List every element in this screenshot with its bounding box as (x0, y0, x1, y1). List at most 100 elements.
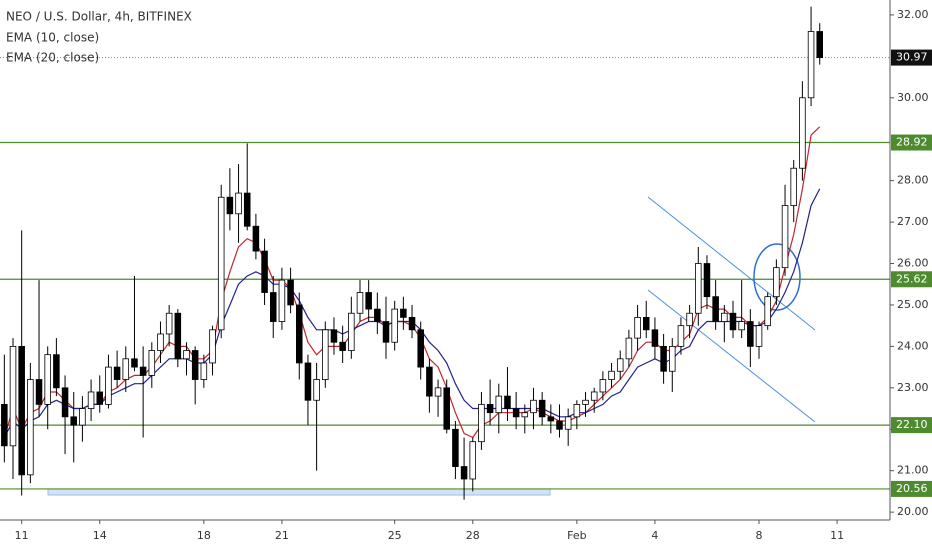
breakout-circle (753, 243, 801, 311)
candle-body (261, 250, 268, 293)
candle-body (686, 312, 693, 327)
candle-body (391, 308, 398, 343)
x-tick-label: 18 (197, 529, 211, 542)
candle-body (131, 358, 138, 368)
candle-body (677, 325, 685, 347)
candle-body (61, 387, 69, 418)
candle-body (764, 296, 771, 327)
y-tick-label: 25.00 (897, 298, 929, 311)
candle-body (564, 416, 572, 430)
candle-body (296, 304, 303, 364)
candle-body (209, 329, 216, 364)
candle-body (426, 366, 433, 397)
y-tick-label: 30.00 (897, 91, 929, 104)
x-tick-label: 21 (275, 529, 289, 542)
y-tick-label: 23.00 (897, 381, 929, 394)
candle-body (183, 350, 190, 360)
candle-body (217, 196, 225, 331)
candle-body (235, 192, 242, 215)
plot-area (0, 6, 890, 500)
candle-body (495, 395, 503, 414)
candle-body (113, 366, 121, 380)
level-label: 20.56 (896, 482, 928, 495)
candle-body (356, 292, 364, 314)
candle-body (9, 345, 17, 447)
y-tick-label: 28.00 (897, 174, 929, 187)
candle-body (313, 379, 320, 401)
candle-body (70, 416, 77, 426)
candle-body (608, 370, 615, 380)
candle-body (816, 31, 823, 58)
level-label-box (891, 134, 932, 151)
last-price-label: 30.97 (896, 51, 928, 64)
x-tick-label: 8 (756, 529, 763, 542)
level-label: 28.92 (896, 136, 928, 149)
x-tick-label: Feb (567, 529, 586, 542)
candle-body (53, 354, 60, 389)
candle-body (79, 408, 86, 426)
candle-body (339, 341, 346, 351)
candle-body (521, 412, 529, 418)
candle-body (287, 279, 294, 306)
candle-body (582, 399, 589, 405)
candle-body (44, 354, 51, 405)
x-tick-label: 14 (93, 529, 107, 542)
candle-body (512, 408, 520, 418)
level-label: 25.62 (896, 272, 928, 285)
level-label-box (891, 417, 932, 434)
candle-body (322, 329, 329, 380)
y-tick-label: 32.00 (897, 8, 929, 21)
candle-body (330, 329, 338, 343)
candle-body (755, 325, 763, 347)
candle-body (278, 279, 286, 322)
support-zone (47, 488, 551, 496)
candle-body (443, 387, 450, 430)
legend-entry: EMA (10, close) (6, 31, 99, 45)
x-tick-label: 11 (15, 529, 29, 542)
y-tick-label: 20.00 (897, 505, 929, 518)
candle-body (469, 441, 477, 480)
candle-body (651, 329, 659, 347)
candle-body (87, 391, 95, 409)
candle-body (157, 333, 164, 351)
candle-body (348, 312, 355, 351)
candle-body (191, 350, 199, 380)
candle-body (590, 391, 598, 401)
y-tick-label: 21.00 (897, 464, 929, 477)
last-price-box (891, 49, 932, 66)
candle-body (139, 366, 147, 376)
candle-body (703, 263, 711, 298)
candle-body (304, 362, 312, 401)
candle-body (174, 312, 182, 360)
candle-body (799, 97, 806, 169)
candle-body (18, 345, 25, 476)
candle-body (634, 316, 641, 339)
channel-line (647, 289, 816, 423)
candle-body (478, 403, 485, 443)
candle-body (625, 337, 633, 360)
candle-body (365, 292, 372, 310)
level-label: 22.10 (896, 418, 928, 431)
candle-body (374, 308, 381, 322)
candle-body (382, 321, 390, 343)
candle-body (504, 395, 511, 409)
candle-body (538, 399, 546, 418)
candle-body (660, 345, 667, 372)
candle-body (226, 196, 234, 215)
candle-body (747, 321, 754, 347)
candle-body (460, 466, 468, 480)
candle-body (781, 205, 789, 269)
candle-body (35, 379, 43, 405)
candle-body (252, 225, 260, 252)
x-tick-label: 4 (651, 529, 658, 542)
candle-body (738, 321, 745, 331)
candle-body (417, 329, 424, 368)
candle-body (122, 358, 130, 380)
candle-body (452, 428, 459, 467)
candle-body (105, 366, 112, 405)
candle-body (695, 263, 702, 314)
candle-body (165, 312, 173, 335)
y-tick-label: 27.00 (897, 215, 929, 228)
chart-title: NEO / U.S. Dollar, 4h, BITFINEX (6, 10, 192, 24)
candle-body (547, 416, 555, 422)
